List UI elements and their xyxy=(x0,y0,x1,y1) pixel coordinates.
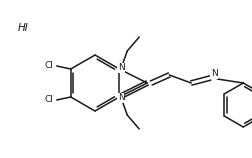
Text: HI: HI xyxy=(18,23,29,33)
Text: N: N xyxy=(118,64,125,73)
Text: N: N xyxy=(211,70,218,79)
Text: Cl: Cl xyxy=(44,61,53,70)
Text: N: N xyxy=(118,94,125,103)
Text: Cl: Cl xyxy=(44,95,53,104)
